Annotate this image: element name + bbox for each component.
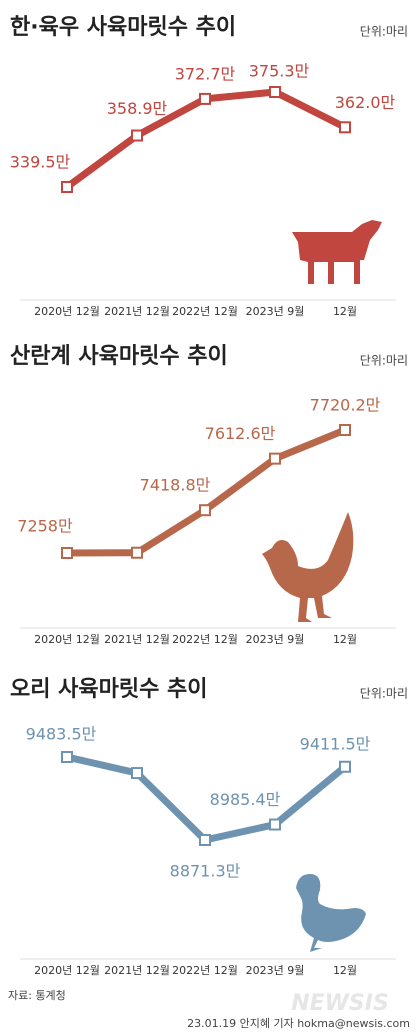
value-label: 358.9만 <box>107 99 168 118</box>
x-tick-label: 2023년 9월 <box>246 305 305 318</box>
value-label: 362.0만 <box>335 93 396 112</box>
chart-title: 산란계 사육마릿수 추이 <box>10 344 228 369</box>
x-tick-label: 12월 <box>333 633 357 646</box>
duck-icon <box>296 874 366 952</box>
chart-title: 오리 사육마릿수 추이 <box>10 677 207 702</box>
point-marker <box>269 452 281 465</box>
value-label: 7258만 <box>17 517 73 536</box>
unit-label: 단위:마리 <box>360 354 408 368</box>
value-label: 9483.5만 <box>26 725 97 744</box>
value-label: 7612.6만 <box>205 424 276 443</box>
credit: 23.01.19 안지혜 기자 hokma@newsis.com <box>187 1017 410 1030</box>
x-tick-label: 2021년 12월 <box>104 964 170 977</box>
x-tick-label: 2023년 9월 <box>246 633 305 646</box>
value-label: 8985.4만 <box>210 790 281 809</box>
series-line <box>66 753 348 844</box>
point-marker <box>339 760 351 773</box>
value-label: 372.7만 <box>175 64 236 83</box>
x-tick-label: 2021년 12월 <box>104 633 170 646</box>
point-marker <box>131 546 143 559</box>
source: 자료: 통계청 <box>8 989 66 1002</box>
point-marker <box>199 92 211 105</box>
x-tick-label: 2022년 12월 <box>172 964 238 977</box>
x-tick-label: 2020년 12월 <box>34 305 100 318</box>
unit-label: 단위:마리 <box>360 687 408 701</box>
unit-label: 단위:마리 <box>360 25 408 39</box>
value-label: 9411.5만 <box>300 734 371 753</box>
x-tick-label: 2022년 12월 <box>172 305 238 318</box>
x-tick-label: 2022년 12월 <box>172 633 238 646</box>
cow-icon <box>292 220 382 284</box>
point-marker <box>199 834 211 846</box>
x-tick-label: 12월 <box>333 964 357 977</box>
point-marker <box>61 751 73 763</box>
logo: NEWSIS <box>291 991 389 1016</box>
point-marker <box>199 504 211 517</box>
x-tick-label: 2020년 12월 <box>34 633 100 646</box>
point-marker <box>131 129 143 142</box>
value-label: 8871.3만 <box>170 862 241 881</box>
value-label: 339.5만 <box>10 153 71 172</box>
value-label: 375.3만 <box>249 62 310 81</box>
point-marker <box>61 181 73 193</box>
point-marker <box>61 547 73 559</box>
value-label: 7720.2만 <box>310 396 381 415</box>
hen-icon <box>262 512 354 622</box>
point-marker <box>269 818 281 831</box>
point-marker <box>269 86 281 98</box>
chart-title: 한·육우 사육마릿수 추이 <box>10 15 236 40</box>
point-marker <box>339 121 351 134</box>
x-tick-label: 2020년 12월 <box>34 964 100 977</box>
point-marker <box>339 424 351 436</box>
x-tick-label: 12월 <box>333 305 357 318</box>
x-tick-label: 2021년 12월 <box>104 305 170 318</box>
x-tick-label: 2023년 9월 <box>246 964 305 977</box>
point-marker <box>131 767 143 780</box>
value-label: 7418.8만 <box>140 476 211 495</box>
